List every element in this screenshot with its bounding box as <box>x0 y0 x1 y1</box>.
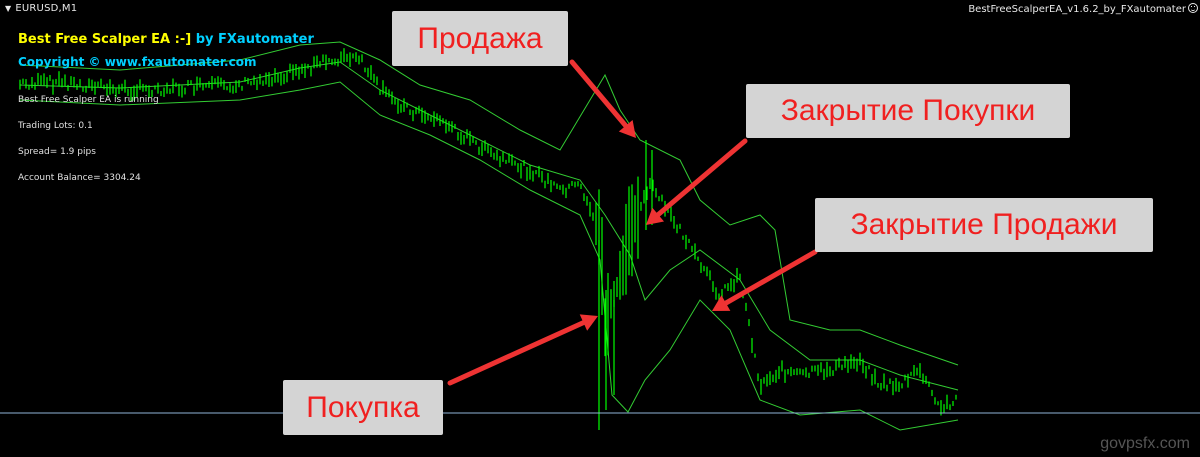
arrow-sell <box>569 59 636 138</box>
ea-title-author: by FXautomater <box>191 32 314 47</box>
annotation-close-buy: Закрытие Покупки <box>746 84 1070 138</box>
ea-status-text: Best Free Scalper EA is running <box>18 95 159 105</box>
annotation-close-sell: Закрытие Продажи <box>815 198 1153 252</box>
arrow-close-sell <box>712 249 818 311</box>
annotation-arrows <box>447 59 818 386</box>
upper-band <box>19 41 959 366</box>
price-bars <box>19 48 957 430</box>
annotation-sell: Продажа <box>392 11 568 66</box>
chart-symbol-label[interactable]: ▼ EURUSD,M1 <box>5 3 77 14</box>
middle-band <box>19 61 959 391</box>
ea-title: Best Free Scalper EA :-] by FXautomater <box>18 32 314 47</box>
symbol-text: EURUSD,M1 <box>15 3 78 14</box>
dropdown-caret-icon: ▼ <box>5 4 12 13</box>
trading-lots-text: Trading Lots: 0.1 <box>18 121 93 131</box>
ea-copyright: Copyright © www.fxautomater.com <box>18 55 257 69</box>
ea-name-label: BestFreeScalperEA_v1.6.2_by_FXautomater <box>968 4 1186 15</box>
ea-title-name: Best Free Scalper EA :-] <box>18 32 192 47</box>
arrow-buy <box>447 314 598 386</box>
watermark: govpsfx.com <box>1100 435 1190 452</box>
smiley-face-icon[interactable] <box>1188 3 1198 13</box>
account-balance-text: Account Balance= 3304.24 <box>18 173 141 183</box>
spread-text: Spread= 1.9 pips <box>18 147 96 157</box>
annotation-buy: Покупка <box>283 380 443 435</box>
arrow-close-buy <box>646 138 748 225</box>
